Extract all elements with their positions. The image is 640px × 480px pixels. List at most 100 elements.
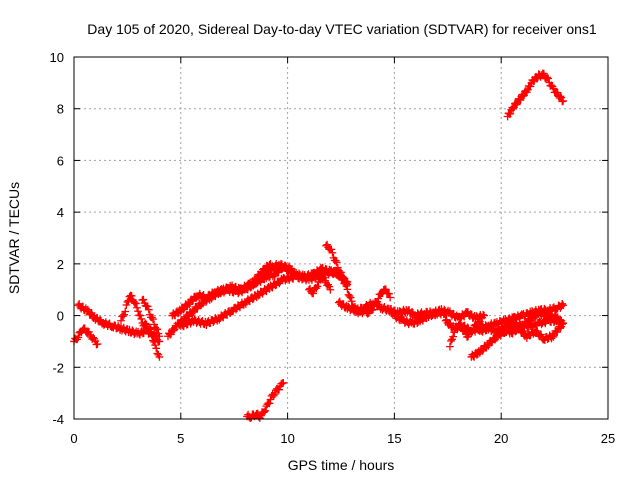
data-point	[139, 295, 148, 304]
data-point	[544, 74, 553, 83]
data-point	[123, 298, 132, 306]
data-point	[456, 320, 465, 329]
data-point	[142, 320, 151, 329]
data-point	[480, 311, 488, 320]
series-arc-1	[70, 324, 102, 349]
data-point	[127, 292, 136, 300]
data-point	[93, 340, 102, 348]
data-point	[332, 258, 341, 267]
data-point	[155, 332, 164, 341]
y-tick-label: 8	[57, 102, 64, 117]
data-point	[468, 327, 477, 336]
data-point	[347, 297, 356, 306]
y-tick-label: 6	[57, 153, 64, 168]
data-point	[484, 341, 493, 350]
data-point	[315, 268, 323, 277]
data-point	[337, 268, 345, 277]
data-point	[121, 307, 130, 316]
data-point	[275, 385, 283, 394]
data-point	[464, 332, 472, 341]
data-point	[313, 282, 322, 291]
data-point	[133, 303, 141, 312]
x-tick-label: 15	[387, 431, 401, 446]
data-point	[320, 273, 328, 282]
y-axis-label: SDTVAR / TECUs	[6, 182, 22, 294]
data-point	[166, 330, 175, 339]
data-point	[185, 300, 194, 309]
data-point	[150, 338, 158, 346]
data-point	[149, 336, 157, 345]
data-point	[553, 328, 562, 336]
data-point	[134, 307, 142, 316]
data-point	[328, 248, 337, 257]
data-point	[446, 342, 454, 351]
data-point	[265, 399, 274, 408]
data-point	[137, 315, 146, 323]
data-point	[326, 285, 335, 294]
data-point	[80, 324, 89, 333]
data-points	[70, 69, 567, 422]
series-arc-15	[446, 317, 488, 351]
data-point	[526, 82, 535, 91]
data-point	[155, 353, 164, 361]
data-point	[549, 84, 558, 93]
y-tick-label: 4	[57, 205, 64, 220]
data-point	[149, 315, 157, 324]
data-point	[169, 326, 178, 335]
y-tick-label: -2	[52, 360, 64, 375]
series-arc-13	[386, 305, 488, 323]
data-point	[119, 312, 127, 320]
data-point	[343, 285, 352, 294]
data-point	[150, 320, 158, 329]
series-arc-8	[241, 259, 352, 294]
series-arc-20	[243, 378, 288, 422]
data-point	[261, 406, 270, 415]
data-point	[248, 295, 257, 304]
data-point	[270, 390, 279, 399]
data-point	[537, 330, 545, 339]
data-point	[327, 245, 336, 254]
plot-frame	[73, 56, 609, 420]
data-point	[136, 311, 145, 320]
data-point	[449, 332, 457, 341]
data-point	[96, 315, 104, 324]
data-point	[120, 310, 129, 319]
data-point	[274, 268, 283, 277]
data-point	[232, 305, 240, 314]
data-point	[386, 293, 394, 302]
x-axis-label: GPS time / hours	[288, 457, 395, 473]
y-tick-label: 0	[57, 309, 64, 324]
data-point	[558, 299, 567, 308]
data-point	[151, 341, 160, 349]
data-point	[472, 322, 481, 331]
x-tick-label: 25	[601, 431, 615, 446]
series-arc-2	[74, 300, 164, 346]
data-point	[122, 301, 131, 309]
series-arc-4	[138, 295, 164, 341]
y-tick-label: 2	[57, 257, 64, 272]
data-point	[309, 289, 318, 298]
data-point	[279, 378, 288, 387]
data-point	[450, 328, 459, 337]
y-tick-labels: -4 -2 0 2 4 6 8 10	[50, 50, 64, 427]
data-point	[479, 310, 488, 319]
data-point	[144, 305, 153, 314]
data-point	[369, 305, 377, 314]
data-point	[152, 344, 161, 353]
data-point	[260, 408, 268, 416]
y-tick-label: 10	[50, 50, 64, 65]
series-arc-9	[305, 273, 335, 298]
data-point	[556, 92, 565, 101]
data-point	[148, 331, 156, 340]
x-tick-labels: 0 5 10 15 20 25	[70, 431, 615, 446]
data-point	[361, 302, 370, 311]
data-point	[473, 321, 482, 330]
data-point	[338, 272, 346, 281]
data-point	[374, 294, 383, 303]
series-arc-19	[503, 69, 567, 121]
data-point	[143, 302, 152, 311]
data-point	[382, 285, 390, 294]
data-point	[85, 328, 93, 336]
data-point	[523, 319, 532, 328]
